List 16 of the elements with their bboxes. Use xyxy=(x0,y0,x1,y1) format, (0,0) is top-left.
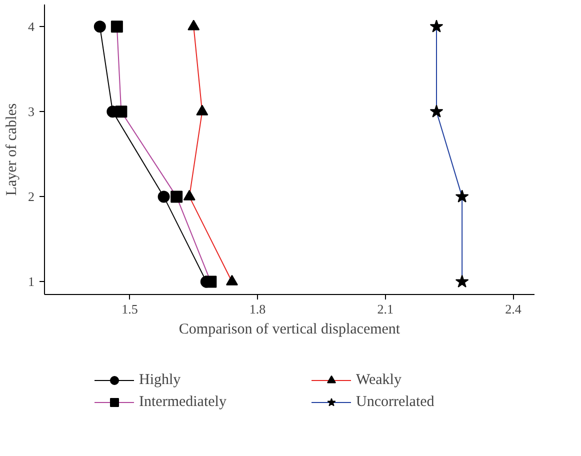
legend-label: Intermediately xyxy=(139,394,228,410)
legend-label: Uncorrelated xyxy=(356,394,436,410)
legend-label: Weakly xyxy=(356,372,402,388)
x-tick-label: 2.1 xyxy=(377,302,394,316)
legend-label: Highly xyxy=(139,372,182,388)
x-tick-label: 2.4 xyxy=(505,302,522,316)
y-tick-label: 3 xyxy=(28,104,34,120)
point xyxy=(158,190,170,203)
y-tick-label: 4 xyxy=(28,19,35,34)
y-tick-label: 1 xyxy=(28,274,34,290)
y-axis-title: Layer of cables xyxy=(4,103,20,196)
point xyxy=(94,20,106,33)
x-tick-label: 1.5 xyxy=(122,302,138,316)
y-tick-label: 2 xyxy=(28,189,34,204)
x-tick-label: 1.8 xyxy=(249,302,266,316)
x-axis-title: Comparison of vertical displacement xyxy=(178,322,401,338)
